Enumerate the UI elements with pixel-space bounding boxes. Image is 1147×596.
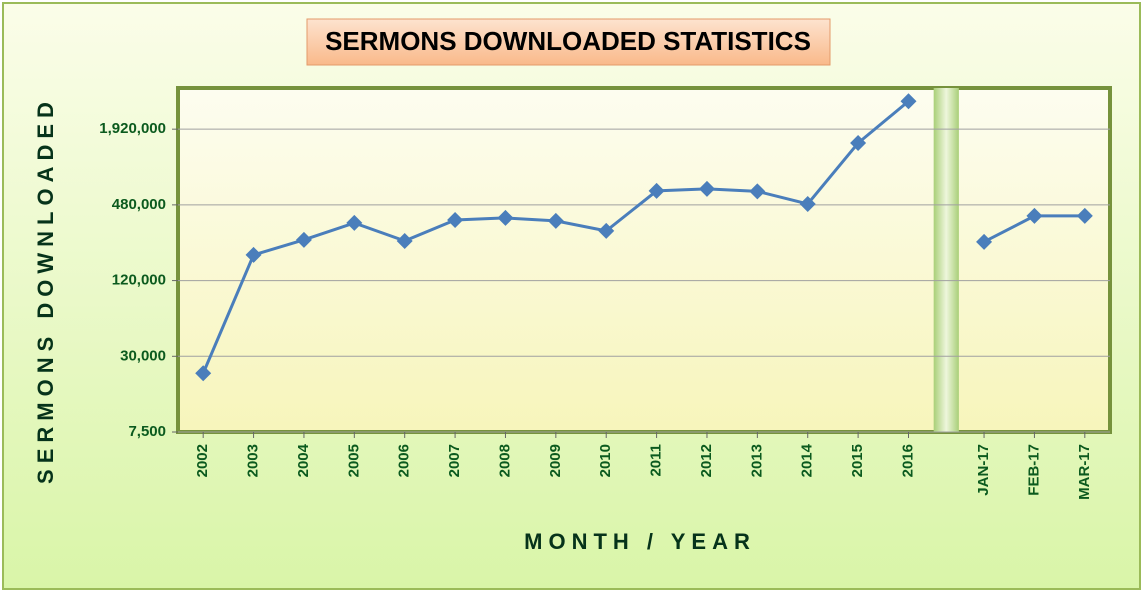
x-tick-label: 2005 xyxy=(345,444,362,477)
data-point xyxy=(976,233,993,250)
x-tick-label: 2010 xyxy=(597,444,614,477)
x-tick-label: 2004 xyxy=(295,443,312,477)
x-tick-label: 2007 xyxy=(446,444,463,477)
data-point xyxy=(195,365,212,382)
x-tick-label: 2015 xyxy=(849,444,866,477)
y-axis-title: SERMONS DOWNLOADED xyxy=(33,96,58,484)
data-point xyxy=(396,232,413,249)
data-point xyxy=(850,135,867,152)
x-tick-label: 2013 xyxy=(748,444,765,477)
data-point xyxy=(1076,207,1093,224)
data-point xyxy=(900,93,917,110)
x-tick-label: 2011 xyxy=(648,444,665,477)
plot-area xyxy=(176,86,1112,434)
x-tick-label: 2009 xyxy=(547,444,564,477)
data-point xyxy=(447,211,464,228)
data-point xyxy=(547,212,564,229)
data-point xyxy=(749,183,766,200)
data-point xyxy=(698,180,715,197)
data-point xyxy=(799,195,816,212)
data-point xyxy=(598,222,615,239)
data-point xyxy=(1026,207,1043,224)
y-tick-label: 120,000 xyxy=(112,272,166,289)
data-point xyxy=(648,182,665,199)
data-point xyxy=(346,214,363,231)
data-point xyxy=(295,231,312,248)
x-tick-label: 2008 xyxy=(496,444,513,477)
y-tick-label: 480,000 xyxy=(112,196,166,213)
x-tick-label: 2002 xyxy=(194,444,211,477)
y-tick-label: 7,500 xyxy=(128,423,166,440)
x-tick-label: 2006 xyxy=(396,444,413,477)
x-tick-label: 2012 xyxy=(698,444,715,477)
x-tick-label: FEB-17 xyxy=(1025,444,1042,496)
separator-band xyxy=(933,88,959,432)
x-tick-label: MAR-17 xyxy=(1076,444,1093,500)
y-tick-label: 1,920,000 xyxy=(99,120,166,137)
x-axis-title: MONTH / YEAR xyxy=(524,529,756,554)
data-point xyxy=(497,209,514,226)
y-tick-label: 30,000 xyxy=(120,347,166,364)
x-tick-label: 2016 xyxy=(899,444,916,477)
title-box xyxy=(306,18,831,66)
chart-title: SERMONS DOWNLOADED STATISTICS xyxy=(325,26,811,56)
data-point xyxy=(245,246,262,263)
x-tick-label: 2003 xyxy=(245,444,262,477)
x-tick-label: JAN-17 xyxy=(975,444,992,496)
x-tick-label: 2014 xyxy=(799,443,816,477)
